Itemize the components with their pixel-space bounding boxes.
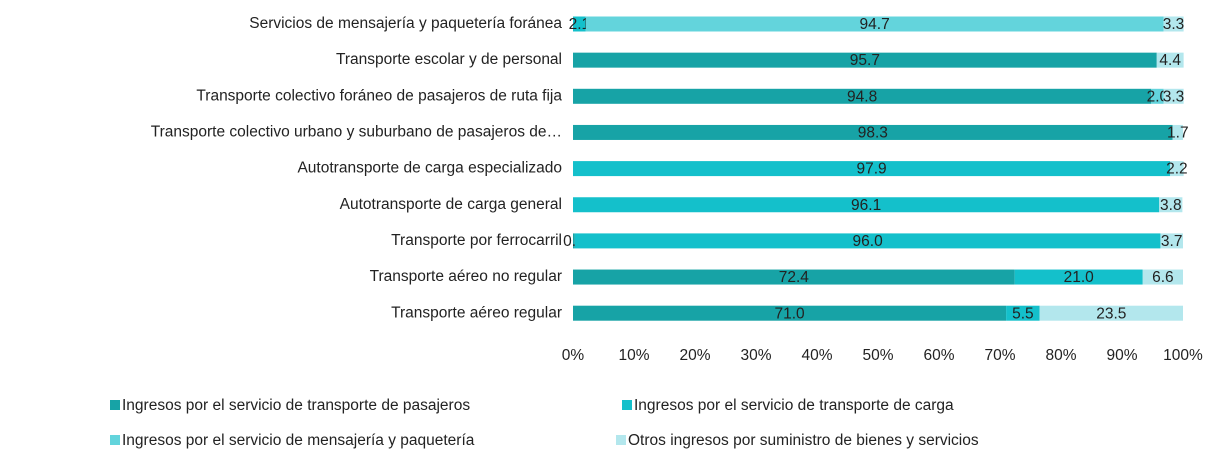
- legend-swatch: [110, 400, 120, 410]
- bar-segment: [573, 233, 575, 249]
- category-label: Autotransporte de carga especializado: [297, 160, 562, 177]
- data-label: 21.0: [1064, 269, 1095, 286]
- bar-segment: [1159, 197, 1183, 213]
- data-label: 3.3: [1163, 16, 1185, 33]
- bar-segment: [573, 305, 1007, 321]
- bar-segment: [1163, 88, 1184, 104]
- category-label: Transporte por ferrocarril: [391, 232, 562, 249]
- x-tick-label: 60%: [923, 347, 954, 364]
- bar-segment: [1014, 269, 1143, 285]
- legend-label: Ingresos por el servicio de mensajería y…: [122, 432, 475, 449]
- bar-segment: [1156, 52, 1184, 68]
- data-label: 2.0: [1147, 88, 1169, 105]
- category-label: Transporte colectivo urbano y suburbano …: [151, 124, 562, 141]
- data-label: 95.7: [850, 52, 880, 69]
- x-tick-label: 10%: [618, 347, 649, 364]
- x-tick-label: 80%: [1045, 347, 1076, 364]
- bar-segment: [1006, 305, 1040, 321]
- data-label: 5.5: [1012, 305, 1034, 322]
- category-label: Transporte aéreo regular: [391, 304, 562, 321]
- data-label: 94.8: [847, 88, 877, 105]
- x-tick-label: 70%: [984, 347, 1015, 364]
- bar-segment: [1151, 88, 1164, 104]
- x-tick-label: 50%: [862, 347, 893, 364]
- data-label: 1.7: [1167, 125, 1189, 142]
- data-label: 71.0: [774, 305, 805, 322]
- bar-segment: [1142, 269, 1183, 285]
- category-label: Transporte colectivo foráneo de pasajero…: [196, 87, 562, 104]
- x-tick-label: 100%: [1163, 347, 1203, 364]
- bar-segment: [574, 233, 1161, 249]
- data-label: 98.3: [858, 125, 888, 142]
- data-label: 3.3: [1163, 88, 1185, 105]
- bar-segment: [1170, 161, 1184, 177]
- bar-segment: [1160, 233, 1183, 249]
- data-label: 96.1: [851, 197, 881, 214]
- category-label: Servicios de mensajería y paquetería for…: [249, 15, 562, 32]
- legend-swatch: [616, 435, 626, 445]
- bar-segment: [1163, 16, 1184, 32]
- data-label: 96.0: [853, 233, 884, 250]
- bar-segment: [1172, 124, 1183, 140]
- legend-label: Otros ingresos por suministro de bienes …: [628, 432, 979, 449]
- bar-segment: [573, 52, 1157, 68]
- category-label: Transporte aéreo no regular: [370, 268, 562, 285]
- bar-segment: [573, 124, 1173, 140]
- x-tick-label: 0%: [562, 347, 585, 364]
- bar-segment: [573, 269, 1015, 285]
- data-label: 72.4: [779, 269, 810, 286]
- bar-segment: [573, 88, 1152, 104]
- category-label: Transporte escolar y de personal: [336, 51, 562, 68]
- x-tick-label: 30%: [740, 347, 771, 364]
- bar-segment: [573, 161, 1171, 177]
- bar-segment: [573, 197, 1160, 213]
- data-label: 23.5: [1096, 305, 1126, 322]
- data-label: 2.1: [569, 16, 591, 33]
- legend-label: Ingresos por el servicio de transporte d…: [122, 397, 470, 414]
- x-tick-label: 20%: [679, 347, 710, 364]
- data-label: 4.4: [1159, 52, 1181, 69]
- data-label: 94.7: [860, 16, 890, 33]
- legend-swatch: [110, 435, 120, 445]
- data-label: 2.2: [1166, 161, 1188, 178]
- bar-segment: [1039, 305, 1183, 321]
- data-label: 97.9: [857, 161, 887, 178]
- bar-segment: [585, 16, 1164, 32]
- legend-swatch: [622, 400, 632, 410]
- data-label: 3.7: [1161, 233, 1183, 250]
- legend-label: Ingresos por el servicio de transporte d…: [634, 397, 954, 414]
- x-tick-label: 90%: [1106, 347, 1137, 364]
- bar-segment: [573, 16, 586, 32]
- data-label: 3.8: [1160, 197, 1182, 214]
- data-label: 6.6: [1152, 269, 1174, 286]
- category-label: Autotransporte de carga general: [340, 196, 562, 213]
- x-tick-label: 40%: [801, 347, 832, 364]
